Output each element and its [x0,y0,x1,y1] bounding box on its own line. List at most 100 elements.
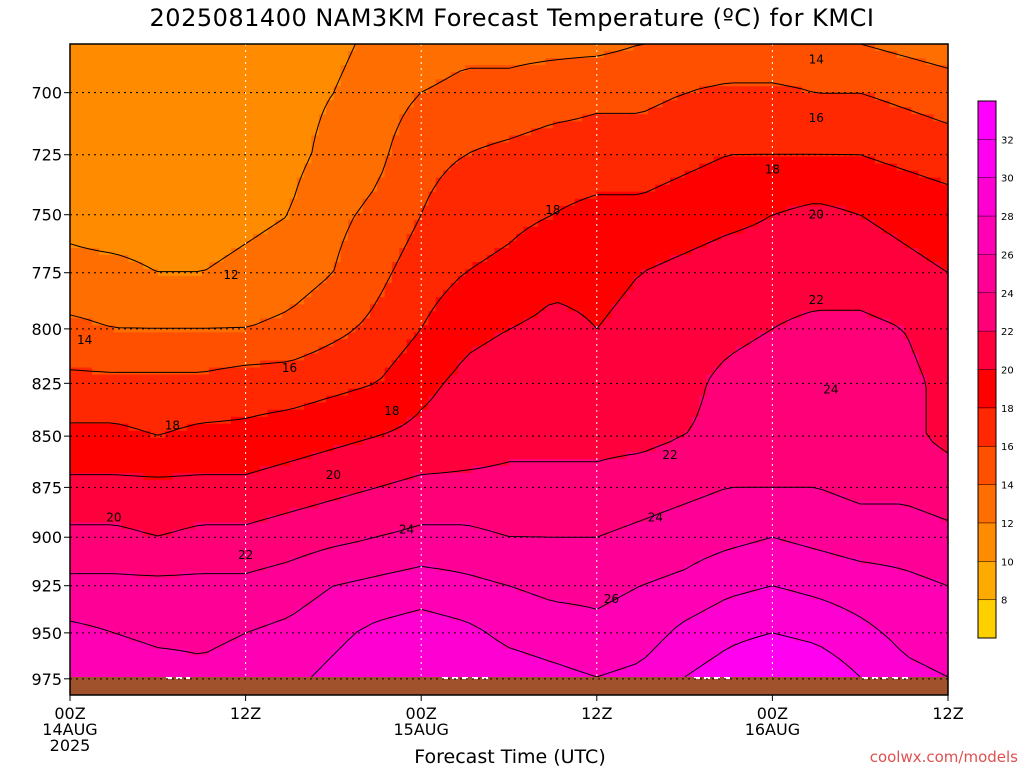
field-cell [904,318,912,326]
field-cell [355,44,364,52]
field-cell [845,226,854,235]
field-cell [633,163,642,172]
field-cell [465,233,473,242]
field-cell [289,184,298,193]
field-cell [809,149,817,158]
field-cell [838,107,847,115]
field-cell [684,191,693,200]
field-cell [523,290,532,298]
field-cell [216,191,225,200]
field-cell [289,226,298,235]
field-cell [501,163,510,172]
field-cell [296,107,305,115]
field-cell [318,276,327,284]
field-cell [121,304,130,312]
field-cell [340,269,349,277]
field-cell [179,58,188,66]
field-cell [816,276,825,284]
field-cell [443,304,451,312]
field-cell [874,212,883,221]
field-cell [121,212,130,221]
field-cell [282,332,291,340]
field-cell [926,156,934,165]
field-cell [882,184,890,193]
field-cell [640,149,649,158]
field-cell [765,240,773,249]
field-cell [128,107,137,115]
field-cell [113,72,122,80]
field-cell [296,184,305,193]
field-cell [201,107,210,115]
field-cell [750,191,759,200]
field-cell [494,191,503,200]
field-cell [106,325,115,333]
field-cell [611,219,620,228]
field-cell [201,65,210,73]
field-cell [391,79,400,87]
field-cell [691,107,700,115]
field-cell [933,205,942,214]
field-cell [318,149,327,158]
field-cell [128,290,137,298]
field-cell [106,163,115,172]
field-cell [648,121,656,129]
field-cell [443,170,451,179]
field-cell [399,240,408,249]
field-cell [823,79,832,87]
field-cell [750,128,759,136]
field-cell [172,93,181,101]
field-cell [165,79,173,87]
field-cell [487,128,495,136]
field-cell [757,93,766,101]
field-cell [216,135,225,143]
field-cell [574,226,583,235]
field-cell [728,290,737,298]
field-cell [933,93,942,101]
field-cell [121,248,130,256]
field-cell [318,177,327,186]
field-cell [728,262,737,270]
field-cell [113,149,122,158]
field-cell [589,248,598,256]
field-cell [670,65,678,73]
field-cell [721,163,730,172]
field-cell [99,205,108,214]
field-cell [231,304,239,312]
field-cell [165,163,173,172]
field-cell [772,205,781,214]
field-cell [143,86,152,94]
field-cell [355,318,364,326]
field-cell [750,233,759,242]
field-cell [648,72,656,80]
field-cell [765,184,773,193]
field-cell [940,205,949,214]
field-cell [450,318,459,326]
field-cell [143,100,152,108]
field-cell [677,219,686,228]
field-cell [435,325,444,333]
field-cell [589,58,598,66]
field-cell [743,142,751,151]
field-cell [523,262,532,270]
field-cell [728,325,737,333]
field-cell [713,276,722,284]
field-cell [940,304,949,312]
field-cell [809,304,817,312]
field-cell [743,156,751,165]
field-cell [77,191,86,200]
field-cell [567,276,576,284]
field-cell [882,100,890,108]
field-cell [391,290,400,298]
field-cell [940,86,949,94]
field-cell [765,191,773,200]
field-cell [531,184,539,193]
field-cell [699,79,708,87]
field-cell [296,114,305,122]
field-cell [567,191,576,200]
field-cell [77,212,86,221]
field-cell [194,142,203,151]
field-cell [809,100,817,108]
field-cell [765,248,773,256]
field-cell [896,149,905,158]
field-cell [355,170,364,179]
